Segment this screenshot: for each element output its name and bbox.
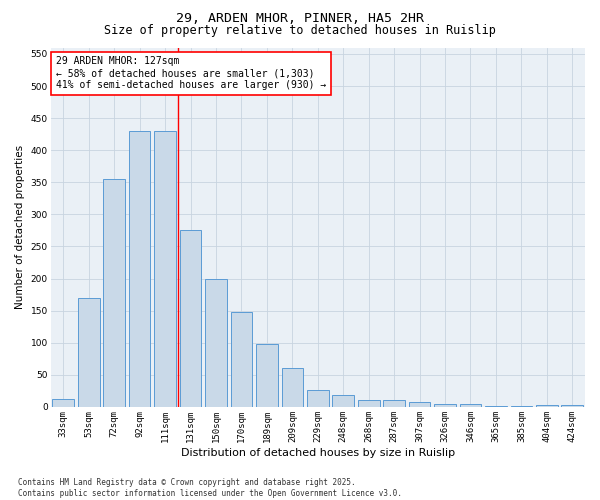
Bar bbox=[281, 368, 303, 407]
Bar bbox=[536, 405, 557, 407]
Text: Contains HM Land Registry data © Crown copyright and database right 2025.
Contai: Contains HM Land Registry data © Crown c… bbox=[18, 478, 402, 498]
Bar bbox=[307, 390, 329, 407]
Bar bbox=[562, 405, 583, 407]
Bar bbox=[103, 179, 125, 407]
Bar bbox=[129, 131, 151, 407]
Bar bbox=[154, 131, 176, 407]
Text: 29, ARDEN MHOR, PINNER, HA5 2HR: 29, ARDEN MHOR, PINNER, HA5 2HR bbox=[176, 12, 424, 26]
Bar bbox=[460, 404, 481, 407]
Bar bbox=[205, 278, 227, 407]
Bar bbox=[332, 394, 354, 407]
Bar bbox=[409, 402, 430, 407]
Bar bbox=[511, 406, 532, 407]
Bar bbox=[383, 400, 405, 407]
Bar bbox=[230, 312, 252, 407]
Y-axis label: Number of detached properties: Number of detached properties bbox=[15, 145, 25, 310]
Bar bbox=[256, 344, 278, 407]
Bar bbox=[52, 399, 74, 407]
X-axis label: Distribution of detached houses by size in Ruislip: Distribution of detached houses by size … bbox=[181, 448, 455, 458]
Bar bbox=[485, 406, 507, 407]
Bar bbox=[180, 230, 202, 407]
Bar bbox=[78, 298, 100, 407]
Bar bbox=[358, 400, 380, 407]
Text: Size of property relative to detached houses in Ruislip: Size of property relative to detached ho… bbox=[104, 24, 496, 37]
Bar bbox=[434, 404, 456, 407]
Text: 29 ARDEN MHOR: 127sqm
← 58% of detached houses are smaller (1,303)
41% of semi-d: 29 ARDEN MHOR: 127sqm ← 58% of detached … bbox=[56, 56, 326, 90]
